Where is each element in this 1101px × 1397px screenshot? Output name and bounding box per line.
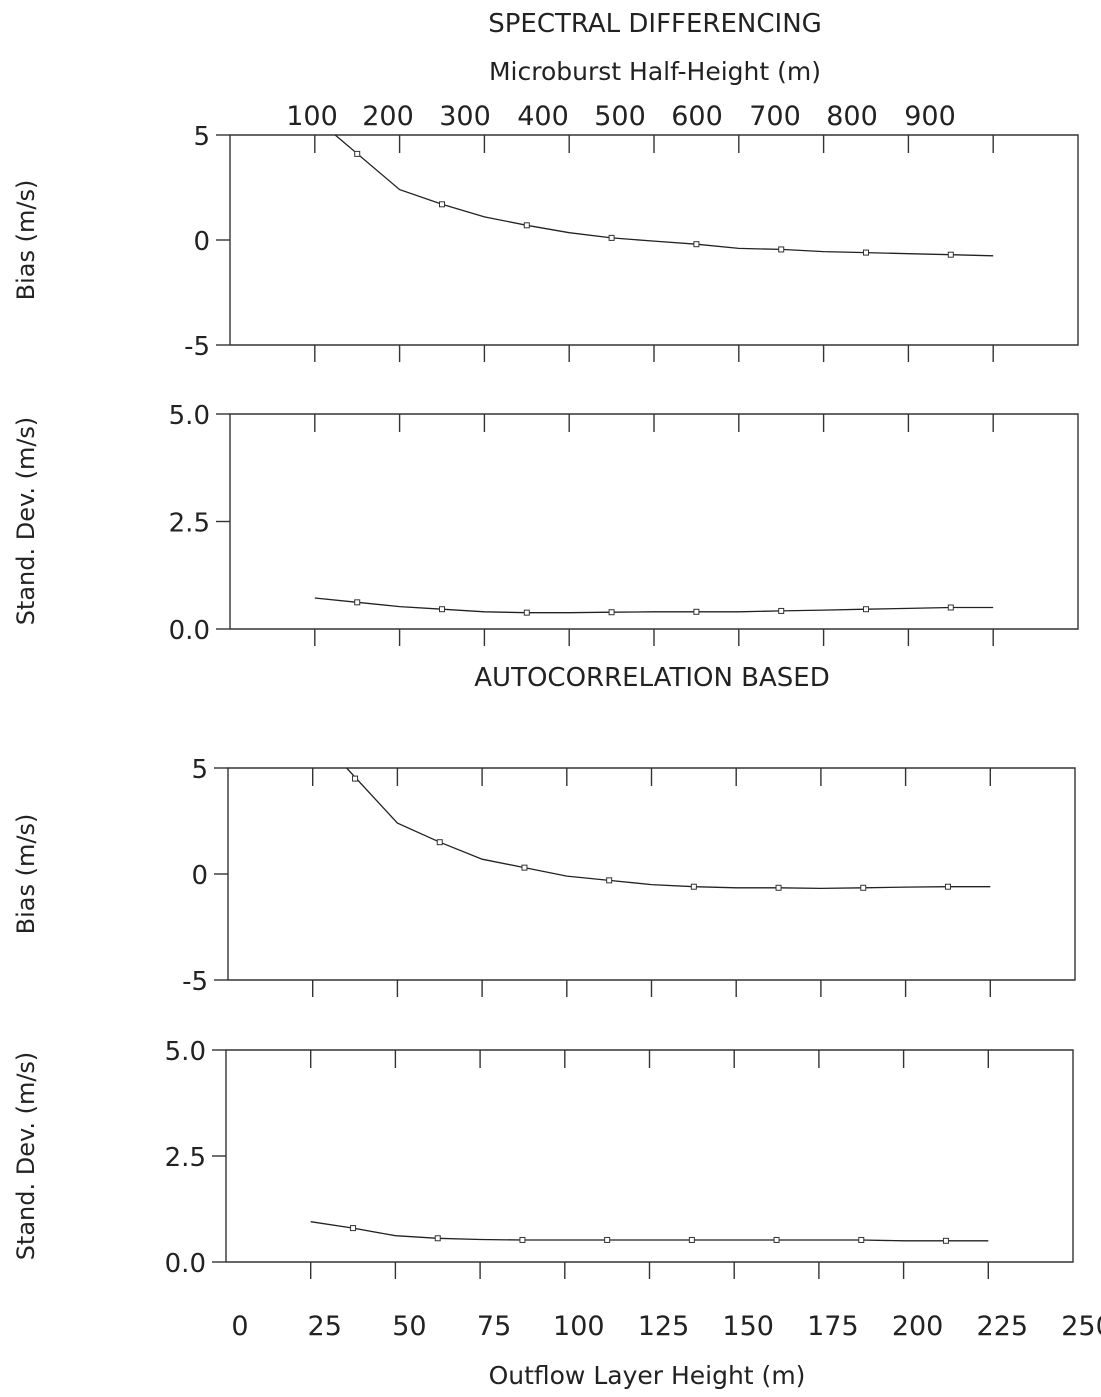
spectral-bias-data-point: [523, 222, 530, 229]
spectral-bias-y-tick-label: 5: [193, 122, 210, 152]
bottom-axis-tick-label: 150: [722, 1311, 774, 1342]
panel-autocorr-std-dev: 5.0 2.5 0.0 Stand. Dev. (m/s): [12, 1037, 1074, 1279]
spectral-bias-series-line: [334, 134, 994, 257]
spectral-bias-y-tick-label: 0: [193, 227, 210, 257]
spectral-bias-data-point: [439, 201, 445, 208]
spectral-bias-y-axis-label: Bias (m/s): [12, 180, 40, 301]
spectral-bias-data-point: [947, 251, 954, 258]
spectral-bias-data-point: [354, 150, 361, 157]
bottom-axis-tick-label: 175: [807, 1311, 859, 1342]
autocorr-std-dev-y-tick-label: 0.0: [165, 1249, 206, 1279]
spectral-std-dev-y-tick-label: 2.5: [169, 509, 210, 539]
autocorr-bias-y-axis-label: Bias (m/s): [12, 814, 40, 935]
top-axis-tick-label: 900: [904, 101, 956, 132]
autocorr-bias-series-line: [346, 767, 991, 890]
top-axis-tick-label: 200: [362, 101, 414, 132]
autocorr-bias-data-point: [860, 884, 867, 891]
spectral-bias-frame: [229, 134, 1079, 346]
bottom-axis-tick-label: 200: [892, 1311, 944, 1342]
spectral-std-dev-data-point: [439, 606, 445, 613]
top-axis-tick-label: 400: [517, 101, 569, 132]
spectral-bias-data-point: [608, 234, 615, 241]
autocorr-std-dev-y-tick-label: 5.0: [165, 1037, 206, 1067]
bottom-axis-tick-label: 0: [231, 1311, 248, 1342]
autocorr-std-dev-data-point: [688, 1236, 695, 1243]
spectral-std-dev-series-line: [314, 597, 994, 614]
spectral-std-dev-data-point: [863, 606, 869, 613]
spectral-std-dev-y-tick-label: 5.0: [169, 401, 210, 431]
top-axis-tick-labels: 100 200 300 400 500 600 700 800 900: [286, 101, 956, 132]
spectral-std-dev-data-point: [693, 608, 700, 615]
spectral-bias-data-point: [863, 249, 869, 256]
top-axis-tick-label: 300: [439, 101, 491, 132]
top-axis-tick-label: 700: [749, 101, 801, 132]
autocorr-std-dev-data-point: [350, 1225, 357, 1232]
spectral-bias-y-tick-label: -5: [184, 332, 210, 362]
spectral-std-dev-y-tick-label: 0.0: [169, 616, 210, 646]
spectral-std-dev-data-point: [354, 599, 361, 606]
autocorr-std-dev-data-point: [942, 1237, 949, 1244]
autocorr-std-dev-data-point: [519, 1236, 526, 1243]
autocorr-std-dev-series-line: [310, 1221, 989, 1242]
autocorr-std-dev-data-point: [858, 1236, 865, 1243]
panel-spectral-std-dev: 5.0 2.5 0.0 Stand. Dev. (m/s): [12, 401, 1079, 646]
spectral-bias-data-point: [778, 246, 785, 253]
autocorr-std-dev-y-tick-label: 2.5: [165, 1143, 206, 1173]
autocorr-bias-data-point: [690, 883, 697, 890]
autocorr-bias-data-point: [352, 775, 359, 782]
spectral-bias-data-point: [693, 241, 700, 248]
bottom-axis-tick-label: 250: [1061, 1311, 1101, 1342]
autocorr-bias-data-point: [436, 839, 443, 846]
top-axis-tick-label: 600: [671, 101, 723, 132]
autocorr-bias-data-point: [944, 883, 951, 890]
autocorr-bias-data-point: [775, 884, 782, 891]
autocorr-std-dev-data-point: [604, 1236, 611, 1243]
title-autocorrelation-based: AUTOCORRELATION BASED: [474, 663, 830, 693]
autocorr-bias-y-tick-label: 5: [191, 755, 208, 785]
top-axis-label: Microburst Half-Height (m): [489, 57, 821, 86]
bottom-axis-tick-label: 25: [308, 1311, 342, 1342]
bottom-axis-tick-labels: 0 25 50 75 100 125 150 175 200 225 250: [231, 1311, 1101, 1342]
autocorr-std-dev-data-point: [773, 1236, 780, 1243]
autocorr-std-dev-data-point: [434, 1235, 441, 1242]
autocorr-std-dev-y-axis-label: Stand. Dev. (m/s): [12, 1052, 40, 1261]
top-axis-tick-label: 800: [826, 101, 878, 132]
top-axis-tick-label: 500: [594, 101, 646, 132]
plot-panels: 5 0 -5 Bias (m/s) 5.0 2.5 0.0 Stand. Dev. (m/s)…: [12, 122, 1079, 1279]
autocorr-bias-data-point: [521, 864, 528, 871]
bottom-axis-tick-label: 50: [392, 1311, 426, 1342]
spectral-std-dev-data-point: [608, 609, 615, 616]
spectral-std-dev-y-axis-label: Stand. Dev. (m/s): [12, 417, 40, 626]
spectral-std-dev-data-point: [523, 609, 530, 616]
spectral-std-dev-data-point: [947, 604, 954, 611]
spectral-std-dev-frame: [229, 413, 1079, 630]
autocorr-bias-y-tick-label: 0: [191, 861, 208, 891]
autocorr-std-dev-frame: [225, 1049, 1074, 1263]
title-spectral-differencing: SPECTRAL DIFFERENCING: [488, 9, 822, 39]
bottom-axis-label: Outflow Layer Height (m): [489, 1361, 806, 1390]
bottom-axis-tick-label: 100: [553, 1311, 605, 1342]
autocorr-bias-y-tick-label: -5: [182, 967, 208, 997]
panel-spectral-bias: 5 0 -5 Bias (m/s): [12, 122, 1079, 362]
top-axis-tick-label: 100: [286, 101, 338, 132]
bottom-axis-tick-label: 75: [477, 1311, 511, 1342]
panel-autocorr-bias: 5 0 -5 Bias (m/s): [12, 755, 1076, 997]
bottom-axis-tick-label: 125: [638, 1311, 690, 1342]
autocorr-bias-frame: [227, 767, 1076, 981]
bottom-axis-tick-label: 225: [977, 1311, 1029, 1342]
spectral-std-dev-data-point: [778, 607, 785, 614]
autocorr-bias-data-point: [606, 877, 613, 884]
